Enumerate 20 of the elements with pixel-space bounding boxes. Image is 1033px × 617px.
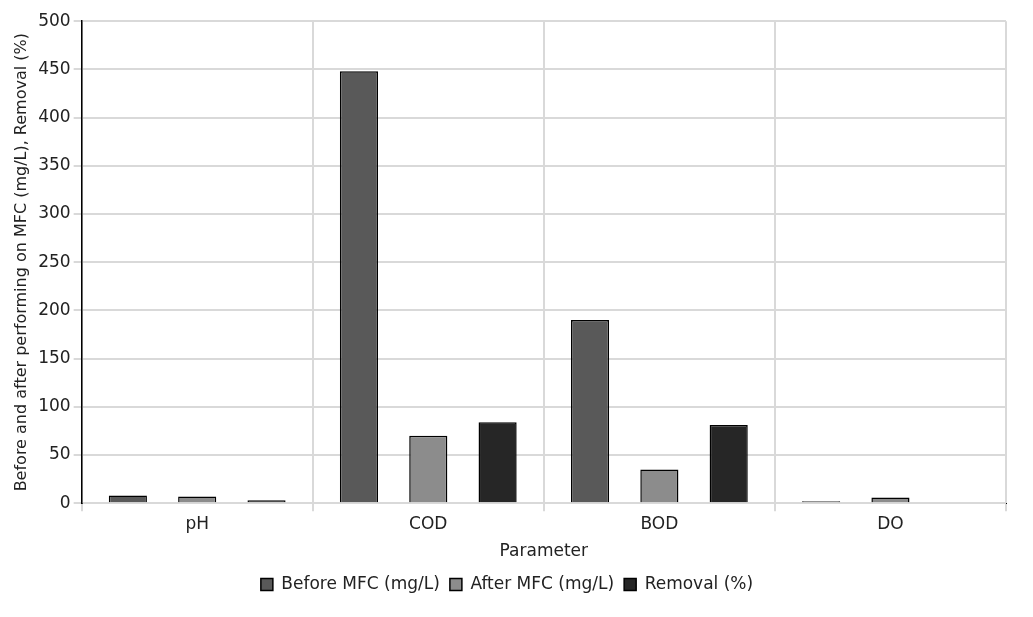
x-tick-label: COD (409, 512, 448, 533)
y-tick-label: 300 (38, 202, 71, 223)
y-tick-label: 400 (38, 106, 71, 127)
y-tick-label: 450 (38, 57, 71, 78)
y-tick-label: 100 (38, 395, 71, 416)
x-tick-label: BOD (640, 512, 679, 533)
y-tick-label: 0 (59, 491, 71, 512)
x-tick-label: pH (185, 512, 209, 533)
y-tick-label: 150 (38, 347, 71, 368)
legend-label: Removal (%) (644, 572, 754, 593)
legend-label: After MFC (mg/L) (470, 572, 615, 593)
y-tick-label: 350 (38, 154, 71, 175)
y-tick-label: 250 (38, 250, 71, 271)
x-tick-label: DO (877, 512, 904, 533)
legend-label: Before MFC (mg/L) (281, 572, 440, 593)
y-tick-label: 50 (49, 443, 71, 464)
x-axis-title: Parameter (499, 540, 589, 561)
y-tick-label: 500 (38, 9, 71, 30)
y-tick-label: 200 (38, 298, 71, 319)
y-axis-title: Before and after performing on MFC (mg/L), Removal (%) (10, 33, 30, 492)
